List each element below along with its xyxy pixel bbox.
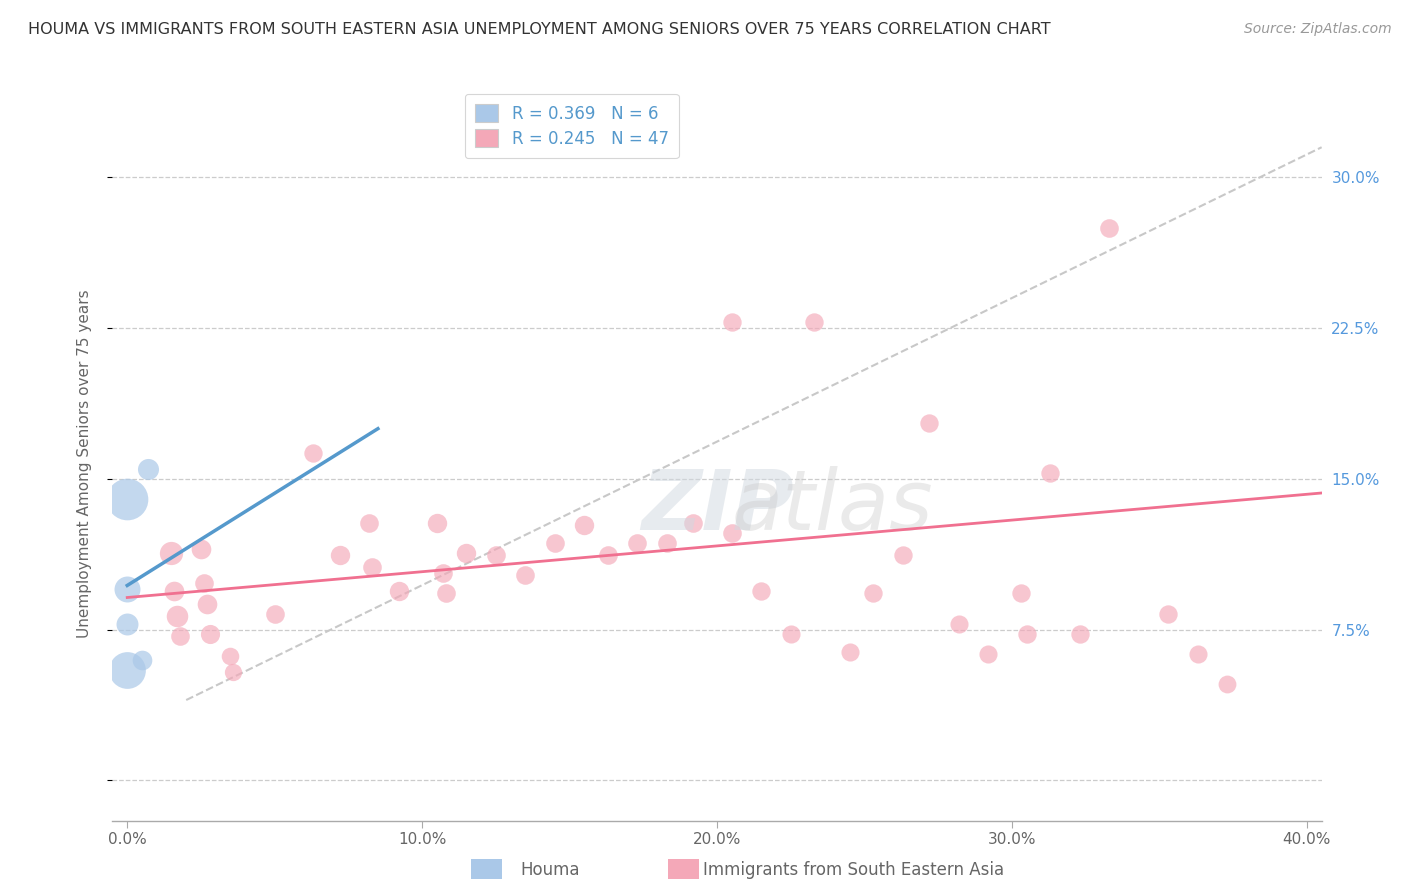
Point	[434, 586, 457, 600]
Point	[131, 653, 153, 667]
Point	[136, 462, 159, 476]
Point	[1157, 607, 1180, 621]
Point	[169, 629, 191, 643]
Text: atlas: atlas	[731, 467, 932, 547]
Point	[1216, 677, 1239, 691]
Point	[329, 549, 352, 563]
Point	[1039, 466, 1062, 480]
Point	[426, 516, 449, 530]
Point	[163, 584, 186, 599]
Point	[1098, 220, 1121, 235]
Point	[838, 645, 860, 659]
Point	[515, 568, 537, 582]
Point	[891, 549, 914, 563]
Point	[803, 315, 825, 329]
Text: ZIP: ZIP	[641, 467, 793, 547]
Point	[1069, 626, 1091, 640]
Text: Source: ZipAtlas.com: Source: ZipAtlas.com	[1244, 22, 1392, 37]
Point	[485, 549, 508, 563]
Legend: R = 0.369   N = 6, R = 0.245   N = 47: R = 0.369 N = 6, R = 0.245 N = 47	[465, 94, 679, 158]
Point	[115, 582, 138, 597]
Point	[655, 536, 678, 550]
Point	[387, 584, 409, 599]
Point	[977, 647, 1000, 661]
Point	[544, 536, 567, 550]
Point	[1010, 586, 1032, 600]
Point	[1015, 626, 1038, 640]
Point	[193, 576, 215, 591]
Point	[357, 516, 380, 530]
Point	[198, 626, 221, 640]
Text: Immigrants from South Eastern Asia: Immigrants from South Eastern Asia	[703, 861, 1004, 879]
Point	[115, 663, 138, 677]
Point	[596, 549, 619, 563]
Point	[190, 542, 212, 557]
Point	[263, 607, 285, 621]
Point	[166, 608, 188, 623]
Point	[160, 546, 183, 560]
Point	[361, 560, 384, 574]
Point	[918, 416, 941, 430]
Point	[626, 536, 648, 550]
Point	[720, 526, 742, 541]
Point	[115, 491, 138, 506]
Point	[862, 586, 884, 600]
Point	[779, 626, 801, 640]
Point	[682, 516, 704, 530]
Point	[720, 315, 742, 329]
Point	[456, 546, 478, 560]
Point	[219, 648, 242, 663]
Point	[432, 566, 454, 581]
Y-axis label: Unemployment Among Seniors over 75 years: Unemployment Among Seniors over 75 years	[77, 290, 91, 638]
Point	[195, 597, 218, 611]
Point	[302, 446, 325, 460]
Point	[574, 518, 596, 533]
Point	[115, 616, 138, 631]
Point	[222, 665, 245, 679]
Point	[948, 616, 970, 631]
Point	[749, 584, 772, 599]
Point	[1187, 647, 1209, 661]
Text: Houma: Houma	[520, 861, 579, 879]
Text: HOUMA VS IMMIGRANTS FROM SOUTH EASTERN ASIA UNEMPLOYMENT AMONG SENIORS OVER 75 Y: HOUMA VS IMMIGRANTS FROM SOUTH EASTERN A…	[28, 22, 1050, 37]
